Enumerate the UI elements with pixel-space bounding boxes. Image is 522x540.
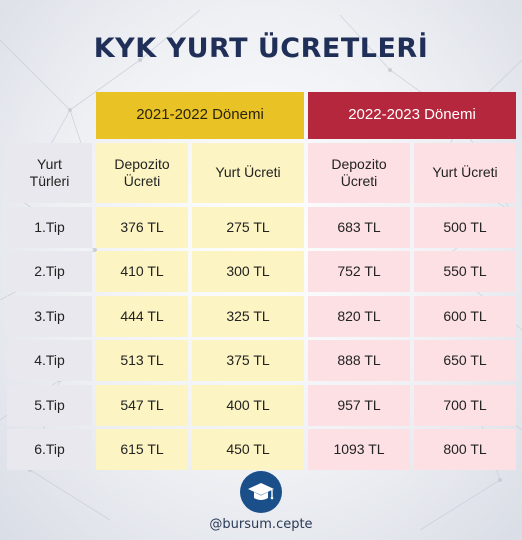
cell-deposit-2021: 513 TL [96,340,188,381]
logo-badge [240,471,282,513]
cell-fee-2022: 500 TL [414,207,516,248]
cell-deposit-2021: 547 TL [96,385,188,426]
cell-fee-2021: 450 TL [192,429,304,470]
cell-fee-2021: 400 TL [192,385,304,426]
cell-type: 1.Tip [7,207,92,248]
cell-fee-2021: 325 TL [192,296,304,337]
cell-type: 2.Tip [7,251,92,292]
column-header-deposit-2022: Depozito Ücreti [308,143,410,203]
period-header-2021-2022: 2021-2022 Dönemi [96,92,304,139]
cell-deposit-2021: 615 TL [96,429,188,470]
cell-type: 3.Tip [7,296,92,337]
cell-type: 4.Tip [7,340,92,381]
column-header-fee-2022: Yurt Ücreti [414,143,516,203]
column-header-deposit-2021: Depozito Ücreti [96,143,188,203]
graduation-cap-icon [248,483,274,500]
cell-fee-2021: 375 TL [192,340,304,381]
cell-deposit-2022: 752 TL [308,251,410,292]
cell-type: 5.Tip [7,385,92,426]
cell-fee-2022: 700 TL [414,385,516,426]
cell-deposit-2021: 444 TL [96,296,188,337]
cell-deposit-2022: 1093 TL [308,429,410,470]
cell-deposit-2022: 957 TL [308,385,410,426]
cell-deposit-2022: 683 TL [308,207,410,248]
column-header-fee-2021: Yurt Ücreti [192,143,304,203]
social-handle: @bursum.cepte [209,517,313,532]
cell-fee-2022: 600 TL [414,296,516,337]
cell-fee-2022: 550 TL [414,251,516,292]
cell-fee-2021: 275 TL [192,207,304,248]
cell-deposit-2021: 410 TL [96,251,188,292]
period-header-2022-2023: 2022-2023 Dönemi [308,92,516,139]
cell-deposit-2021: 376 TL [96,207,188,248]
cell-fee-2022: 650 TL [414,340,516,381]
cell-type: 6.Tip [7,429,92,470]
column-header-type: Yurt Türleri [7,143,92,203]
cell-fee-2021: 300 TL [192,251,304,292]
cell-fee-2022: 800 TL [414,429,516,470]
cell-deposit-2022: 888 TL [308,340,410,381]
cell-deposit-2022: 820 TL [308,296,410,337]
page-title: KYK YURT ÜCRETLERİ [93,33,429,64]
